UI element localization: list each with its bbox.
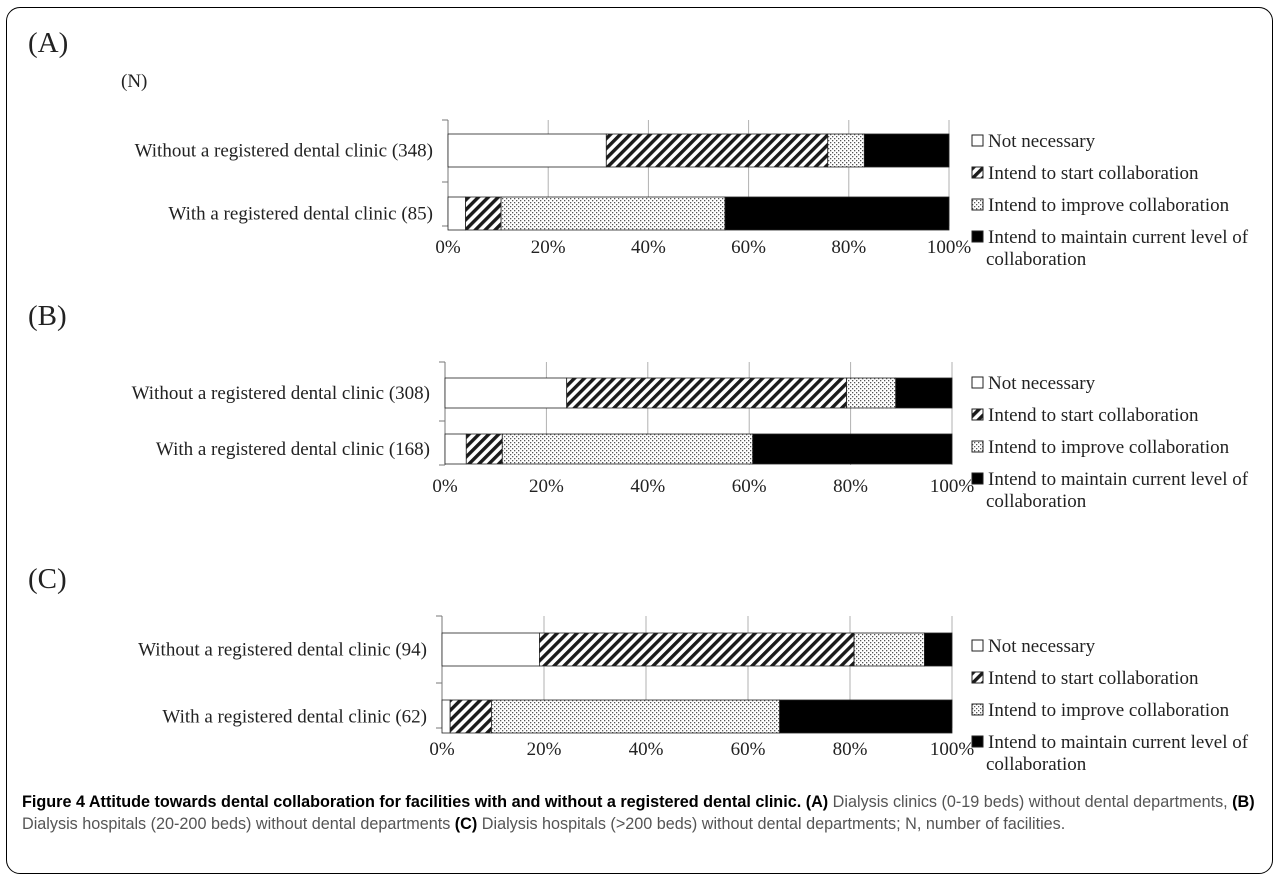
bar-segment-maintain-collaboration (895, 377, 953, 409)
bar-segment-not-necessary (444, 433, 467, 465)
legend-swatch-not-necessary (971, 134, 984, 147)
legend-swatch-not-necessary (971, 639, 984, 652)
bar-segment-start-collaboration (465, 433, 503, 465)
bar-segment-maintain-collaboration (863, 133, 950, 168)
bar-segment-maintain-collaboration (724, 196, 950, 231)
legend-label-cont: collaboration (986, 754, 1087, 775)
panel-label: (B) (28, 300, 67, 332)
panel-label: (A) (28, 27, 68, 59)
bar-segment-start-collaboration (566, 377, 847, 409)
x-tick-label: 100% (930, 476, 975, 497)
x-tick-label: 0% (429, 739, 455, 760)
x-tick-label: 40% (630, 476, 665, 497)
caption-tag-c: (C) (454, 815, 478, 833)
x-tick-label: 20% (529, 476, 564, 497)
x-tick-label: 20% (531, 237, 566, 258)
bar-segment-not-necessary (444, 377, 568, 409)
panel-c: (C) Without a registered dental clinic (9… (28, 563, 1249, 775)
x-tick-label: 0% (435, 237, 461, 258)
category-label: With a registered dental clinic (85) (168, 204, 433, 225)
x-tick-label: 80% (833, 739, 868, 760)
legend-label: Intend to improve collaboration (988, 700, 1230, 721)
legend-swatch-improve-collaboration (971, 440, 984, 453)
bar-segment-start-collaboration (449, 699, 492, 734)
x-tick-label: 100% (927, 237, 972, 258)
panel-a: (A) Without a registered dental clinic (3… (28, 27, 1249, 270)
caption-text-b: Dialysis hospitals (20-200 beds) without… (22, 815, 455, 833)
legend-label: Intend to start collaboration (988, 405, 1199, 426)
bar-segment-not-necessary (447, 133, 607, 168)
legend-label: Intend to start collaboration (988, 668, 1199, 689)
legend-label: Intend to improve collaboration (988, 437, 1230, 458)
legend-swatch-maintain-collaboration (971, 230, 984, 243)
bar-segment-improve-collaboration (491, 699, 781, 734)
bar-segment-start-collaboration (539, 632, 855, 667)
x-tick-label: 80% (833, 476, 868, 497)
legend-swatch-improve-collaboration (971, 703, 984, 716)
bar-segment-improve-collaboration (827, 133, 865, 168)
caption-text-a: Dialysis clinics (0-19 beds) without den… (828, 793, 1233, 811)
bar-segment-maintain-collaboration (752, 433, 953, 465)
unit-label: (N) (121, 71, 147, 92)
legend-label-cont: collaboration (986, 491, 1087, 512)
bar-segment-start-collaboration (465, 196, 502, 231)
x-tick-label: 100% (930, 739, 975, 760)
bar-segment-maintain-collaboration (924, 632, 953, 667)
legend-label: Intend to maintain current level of (988, 469, 1249, 490)
caption-text-c: Dialysis hospitals (>200 beds) without d… (477, 815, 1066, 833)
legend-label: Not necessary (988, 373, 1096, 394)
bar-segment-improve-collaboration (846, 377, 897, 409)
legend-label: Intend to maintain current level of (988, 227, 1249, 248)
x-tick-label: 60% (731, 237, 766, 258)
panel-label: (C) (28, 563, 67, 595)
legend-swatch-improve-collaboration (971, 198, 984, 211)
legend-swatch-maintain-collaboration (971, 472, 984, 485)
bar-segment-improve-collaboration (853, 632, 925, 667)
bar-segment-not-necessary (441, 699, 451, 734)
caption-title: Figure 4 Attitude towards dental collabo… (22, 793, 802, 811)
legend-swatch-maintain-collaboration (971, 735, 984, 748)
category-label: Without a registered dental clinic (308) (132, 383, 430, 404)
x-tick-label: 40% (629, 739, 664, 760)
bar-segment-maintain-collaboration (779, 699, 953, 734)
legend-swatch-not-necessary (971, 376, 984, 389)
category-label: With a registered dental clinic (168) (156, 439, 430, 460)
caption-tag-b: (B) (1232, 793, 1255, 811)
x-tick-label: 60% (731, 739, 766, 760)
figure-frame (6, 7, 1273, 874)
legend-label: Not necessary (988, 636, 1096, 657)
bar-segment-improve-collaboration (501, 433, 754, 465)
panel-b: (B) Without a registered dental clinic (3… (28, 300, 1249, 512)
legend-label: Intend to maintain current level of (988, 732, 1249, 753)
legend-swatch-start-collaboration (971, 671, 984, 684)
bar-segment-improve-collaboration (500, 196, 726, 231)
figure-caption: Figure 4 Attitude towards dental collabo… (22, 791, 1257, 835)
x-tick-label: 20% (527, 739, 562, 760)
x-tick-label: 40% (631, 237, 666, 258)
legend-label: Not necessary (988, 131, 1096, 152)
legend-swatch-start-collaboration (971, 166, 984, 179)
category-label: Without a registered dental clinic (94) (138, 640, 427, 661)
x-tick-label: 60% (732, 476, 767, 497)
caption-tag-a: (A) (805, 793, 829, 811)
legend-swatch-start-collaboration (971, 408, 984, 421)
category-label: Without a registered dental clinic (348) (135, 141, 433, 162)
legend-label-cont: collaboration (986, 249, 1087, 270)
category-label: With a registered dental clinic (62) (162, 707, 427, 728)
legend-label: Intend to start collaboration (988, 163, 1199, 184)
bar-segment-not-necessary (441, 632, 540, 667)
legend-label: Intend to improve collaboration (988, 195, 1230, 216)
x-tick-label: 80% (831, 237, 866, 258)
bar-segment-start-collaboration (605, 133, 829, 168)
bar-segment-not-necessary (447, 196, 466, 231)
x-tick-label: 0% (432, 476, 458, 497)
